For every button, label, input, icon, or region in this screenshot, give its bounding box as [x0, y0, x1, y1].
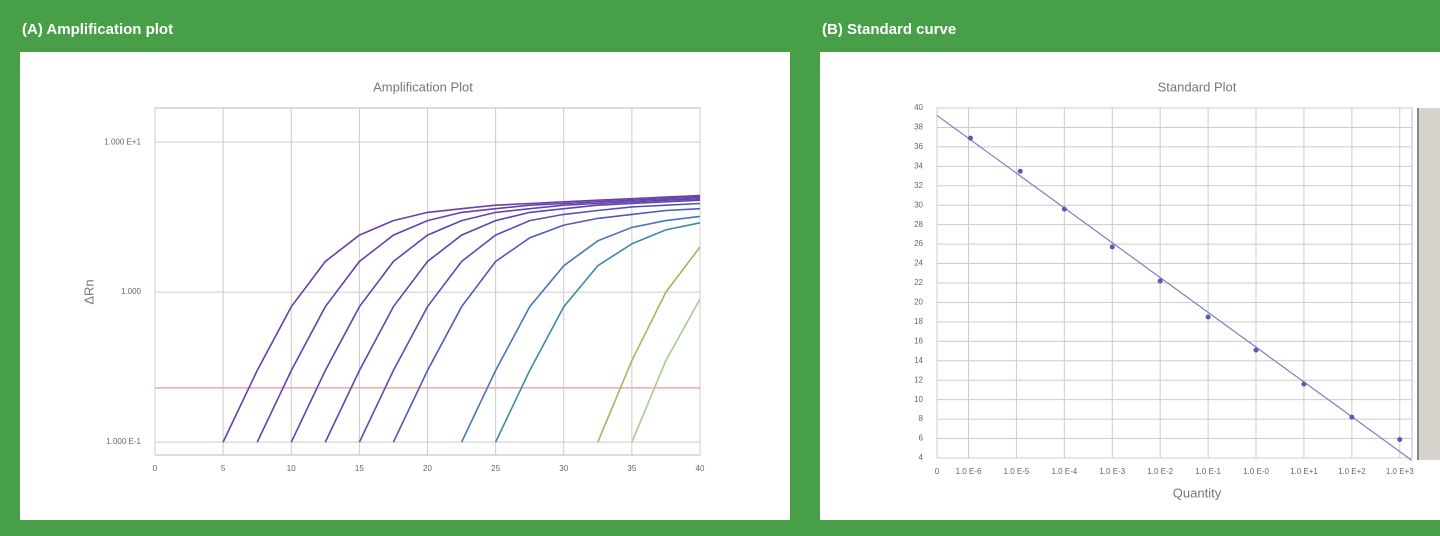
- y-tick-label: 24: [914, 259, 923, 268]
- x-tick-label: 40: [696, 464, 705, 473]
- y-axis-label: ΔRn: [81, 279, 96, 304]
- x-tick-label: 20: [423, 464, 432, 473]
- figure: (A) Amplification plot (B) Standard curv…: [0, 0, 1440, 536]
- data-point: [968, 136, 973, 141]
- side-strip: [1418, 108, 1440, 460]
- y-tick-label: 20: [914, 298, 923, 307]
- x-tick-label: 25: [491, 464, 500, 473]
- data-point: [1110, 245, 1115, 250]
- data-point: [1206, 315, 1211, 320]
- data-point: [1158, 279, 1163, 284]
- x-tick-label: 1.0 E-0: [1243, 467, 1269, 476]
- y-tick-label: 8: [919, 414, 924, 423]
- x-tick-label: 15: [355, 464, 364, 473]
- data-point: [1349, 415, 1354, 420]
- y-tick-label: 32: [914, 181, 923, 190]
- panel-heading: (A) Amplification plot: [22, 21, 173, 38]
- y-tick-label: 1.000 E-1: [106, 437, 141, 446]
- x-tick-label: 1.0 E-6: [956, 467, 982, 476]
- x-tick-label: 30: [559, 464, 568, 473]
- y-tick-label: 18: [914, 317, 923, 326]
- x-tick-label: 1.0 E-2: [1147, 467, 1173, 476]
- x-tick-label: 1.0 E+1: [1290, 467, 1318, 476]
- y-tick-label: 36: [914, 142, 923, 151]
- y-tick-label: 14: [914, 356, 923, 365]
- x-tick-label: 10: [287, 464, 296, 473]
- data-point: [1018, 169, 1023, 174]
- data-point: [1301, 382, 1306, 387]
- chart-title: Amplification Plot: [373, 79, 473, 94]
- chart-title: Standard Plot: [1158, 79, 1237, 94]
- x-tick-label: 1.0 E-5: [1004, 467, 1030, 476]
- x-tick-label: 0: [153, 464, 158, 473]
- y-tick-label: 34: [914, 161, 923, 170]
- panel-heading: (B) Standard curve: [822, 21, 956, 38]
- x-tick-label: 5: [221, 464, 226, 473]
- x-tick-label: 35: [627, 464, 636, 473]
- y-tick-label: 1.000 E+1: [104, 137, 141, 146]
- y-tick-label: 1.000: [121, 287, 142, 296]
- x-tick-label: 1.0 E-3: [1099, 467, 1125, 476]
- y-tick-label: 30: [914, 200, 923, 209]
- data-point: [1254, 348, 1259, 353]
- x-tick-label: 1.0 E+3: [1386, 467, 1414, 476]
- y-tick-label: 4: [919, 453, 924, 462]
- y-tick-label: 38: [914, 123, 923, 132]
- y-tick-label: 10: [914, 395, 923, 404]
- data-point: [1397, 437, 1402, 442]
- y-tick-label: 22: [914, 278, 923, 287]
- x-tick-label: 1.0 E-4: [1051, 467, 1077, 476]
- data-point: [1062, 207, 1067, 212]
- y-tick-label: 6: [919, 434, 924, 443]
- y-tick-label: 40: [914, 103, 923, 112]
- x-tick-label: 1.0 E-1: [1195, 467, 1221, 476]
- y-tick-label: 16: [914, 336, 923, 345]
- x-axis-label: Quantity: [1173, 485, 1222, 500]
- y-tick-label: 12: [914, 375, 923, 384]
- x-tick-label: 1.0 E+2: [1338, 467, 1366, 476]
- y-tick-label: 28: [914, 220, 923, 229]
- y-tick-label: 26: [914, 239, 923, 248]
- x-tick-label: 0: [935, 467, 940, 476]
